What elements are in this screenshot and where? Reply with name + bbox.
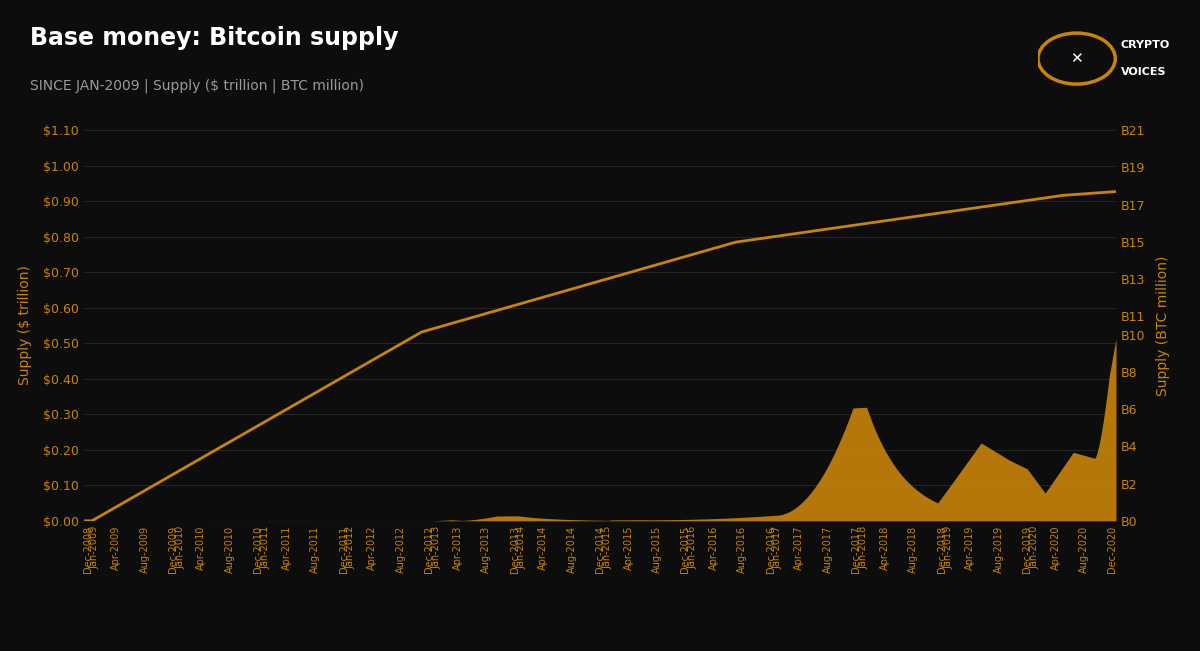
Text: CRYPTO: CRYPTO [1121,40,1170,50]
Y-axis label: Supply (BTC million): Supply (BTC million) [1157,255,1170,396]
Text: Base money: Bitcoin supply: Base money: Bitcoin supply [30,26,398,50]
Text: SINCE JAN-2009 | Supply ($ trillion | BTC million): SINCE JAN-2009 | Supply ($ trillion | BT… [30,78,364,92]
Y-axis label: Supply ($ trillion): Supply ($ trillion) [18,266,32,385]
Text: ✕: ✕ [1070,51,1084,66]
Text: VOICES: VOICES [1121,67,1166,77]
